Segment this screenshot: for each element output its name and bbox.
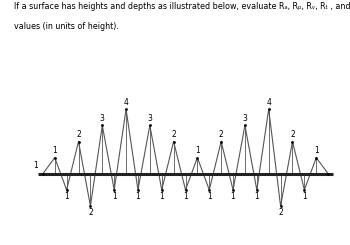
- Text: 3: 3: [243, 114, 247, 123]
- Text: 4: 4: [266, 98, 271, 107]
- Text: 1: 1: [159, 192, 164, 201]
- Text: 2: 2: [290, 130, 295, 139]
- Text: 2: 2: [88, 208, 93, 218]
- Text: 1: 1: [254, 192, 259, 201]
- Text: 3: 3: [100, 114, 105, 123]
- Text: 1: 1: [302, 192, 307, 201]
- Text: 4: 4: [124, 98, 128, 107]
- Text: 1: 1: [135, 192, 140, 201]
- Text: 1: 1: [52, 146, 57, 155]
- Text: 1: 1: [314, 146, 318, 155]
- Text: values (in units of height).: values (in units of height).: [14, 22, 119, 31]
- Text: 1: 1: [231, 192, 236, 201]
- Text: 1: 1: [64, 192, 69, 201]
- Text: 2: 2: [278, 208, 283, 218]
- Text: 1: 1: [183, 192, 188, 201]
- Text: 2: 2: [219, 130, 224, 139]
- Text: 1: 1: [33, 161, 38, 170]
- Text: 1: 1: [112, 192, 117, 201]
- Text: 1: 1: [195, 146, 200, 155]
- Text: 1: 1: [207, 192, 212, 201]
- Text: 3: 3: [147, 114, 152, 123]
- Text: 2: 2: [76, 130, 81, 139]
- Text: 2: 2: [171, 130, 176, 139]
- Text: If a surface has heights and depths as illustrated below, evaluate Rₐ, Rₚ, Rᵥ, R: If a surface has heights and depths as i…: [14, 2, 350, 12]
